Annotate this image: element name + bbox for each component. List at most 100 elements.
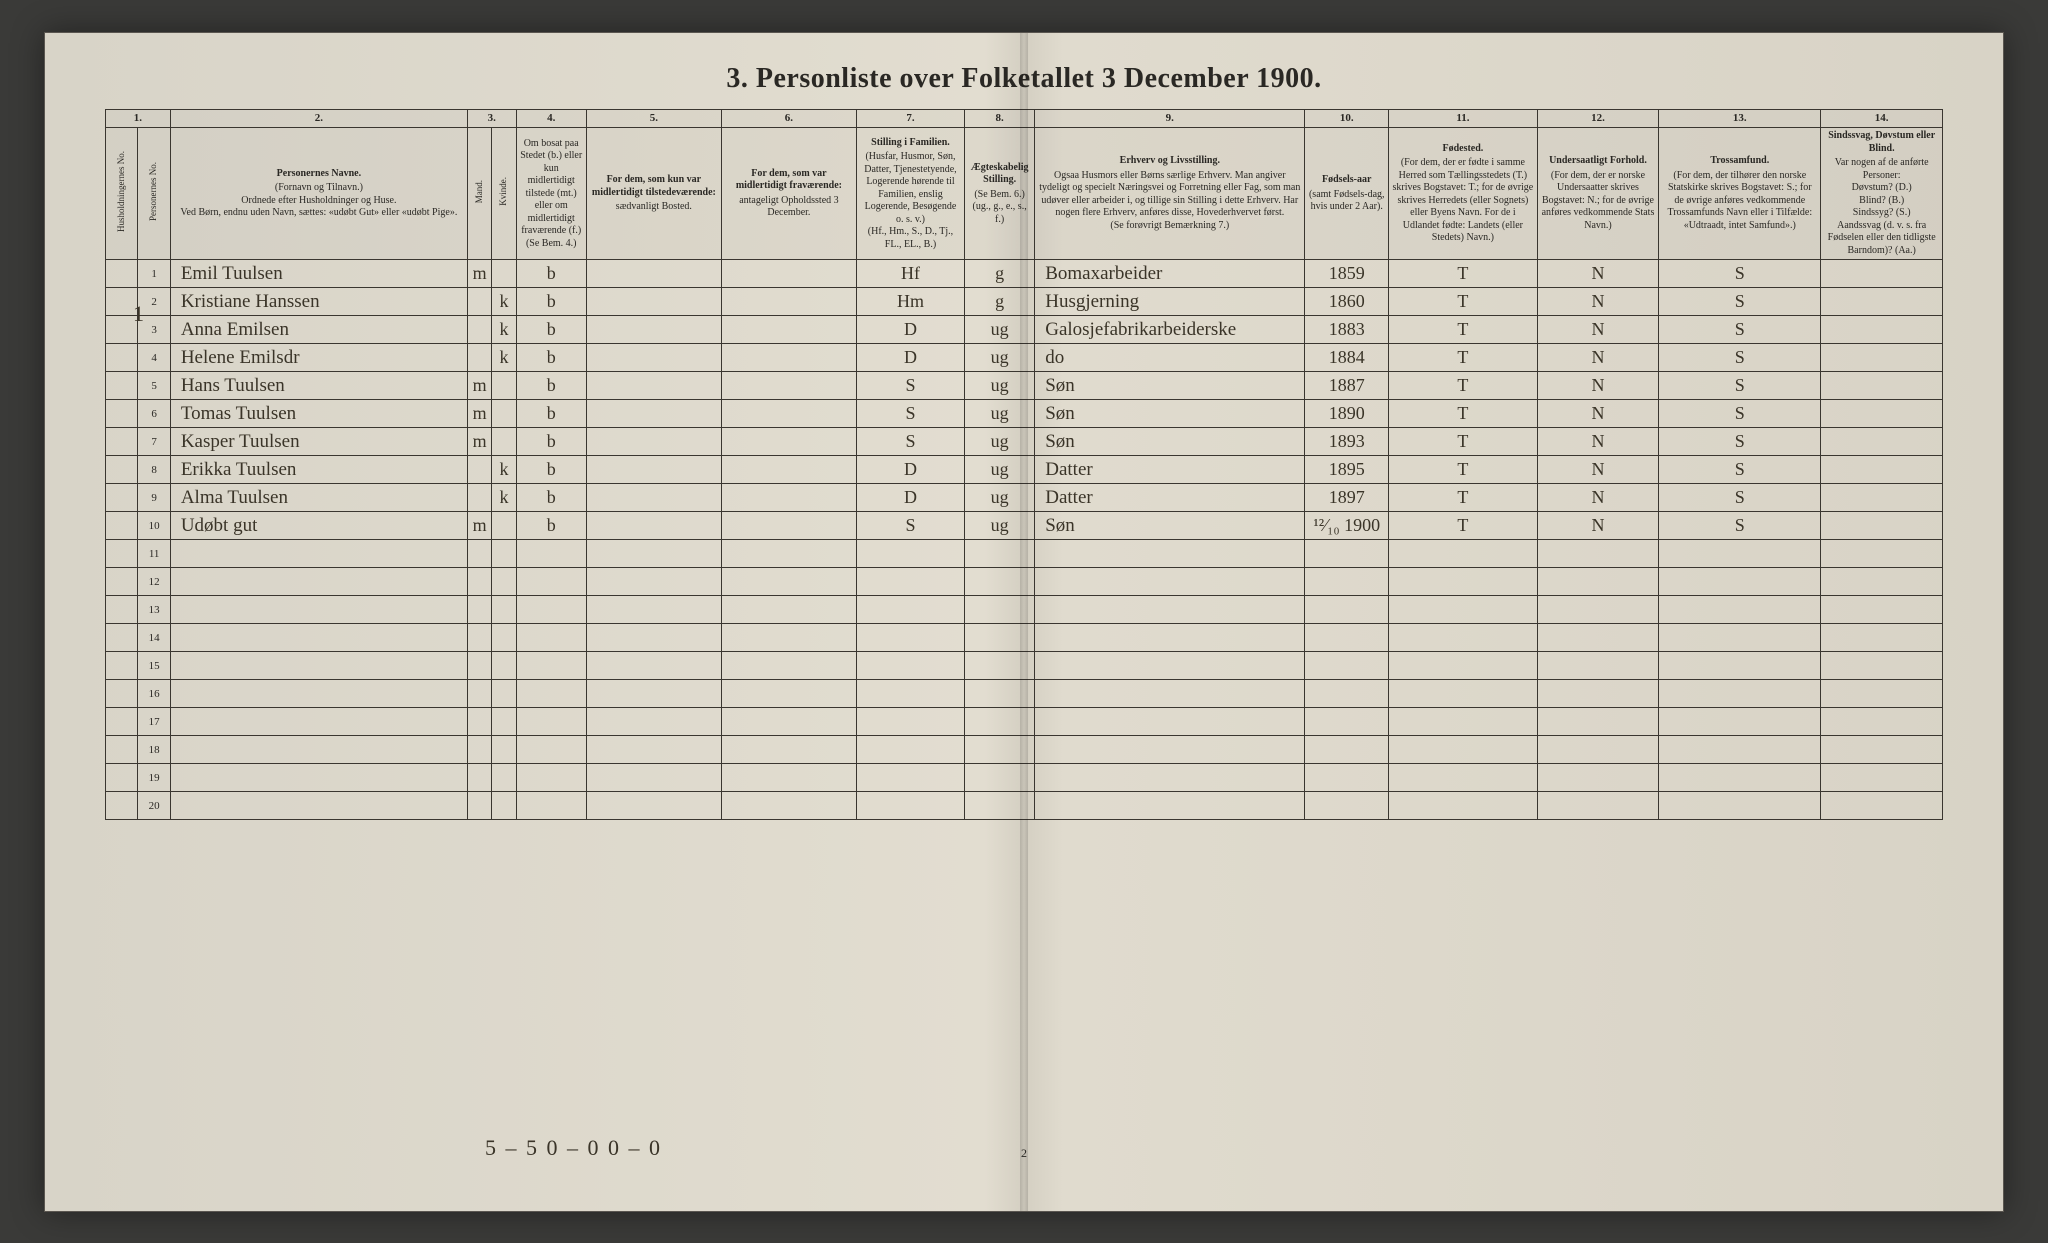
cell: N — [1537, 428, 1659, 456]
cell: 18 — [138, 736, 170, 764]
cell — [1821, 456, 1943, 484]
cell — [106, 652, 138, 680]
cell — [106, 344, 138, 372]
cell: 20 — [138, 792, 170, 820]
cell: m — [467, 260, 491, 288]
column-number: 6. — [721, 109, 856, 128]
header-person-no: Personernes No. — [138, 128, 170, 260]
cell: 16 — [138, 680, 170, 708]
column-number: 7. — [856, 109, 964, 128]
cell: 19 — [138, 764, 170, 792]
cell — [467, 456, 491, 484]
cell — [1659, 708, 1821, 736]
cell — [721, 400, 856, 428]
header-sex-m: Mand. — [467, 128, 491, 260]
cell — [1035, 736, 1305, 764]
cell — [586, 372, 721, 400]
cell: Søn — [1035, 372, 1305, 400]
header-sex-k: Kvinde. — [492, 128, 516, 260]
cell — [170, 680, 467, 708]
cell — [492, 652, 516, 680]
cell — [586, 400, 721, 428]
cell — [492, 568, 516, 596]
header-family-position: Stilling i Familien.(Husfar, Husmor, Søn… — [856, 128, 964, 260]
cell — [170, 708, 467, 736]
cell — [721, 736, 856, 764]
cell — [467, 736, 491, 764]
cell — [1659, 568, 1821, 596]
cell: k — [492, 456, 516, 484]
cell: 17 — [138, 708, 170, 736]
cell — [721, 764, 856, 792]
cell: N — [1537, 372, 1659, 400]
cell — [1821, 372, 1943, 400]
cell — [856, 736, 964, 764]
cell — [1389, 596, 1538, 624]
cell — [721, 484, 856, 512]
cell — [1537, 736, 1659, 764]
page-number: 2 — [1021, 1146, 1027, 1161]
cell — [492, 680, 516, 708]
cell: b — [516, 288, 586, 316]
cell: T — [1389, 456, 1538, 484]
cell — [1537, 680, 1659, 708]
cell: D — [856, 316, 964, 344]
cell — [1659, 652, 1821, 680]
cell: Kasper Tuulsen — [170, 428, 467, 456]
cell: b — [516, 372, 586, 400]
cell: N — [1537, 512, 1659, 540]
cell: 12 — [138, 568, 170, 596]
cell — [1821, 652, 1943, 680]
column-number: 13. — [1659, 109, 1821, 128]
cell — [1821, 428, 1943, 456]
cell: k — [492, 288, 516, 316]
column-number: 14. — [1821, 109, 1943, 128]
cell — [106, 400, 138, 428]
cell: N — [1537, 288, 1659, 316]
cell — [721, 316, 856, 344]
cell: b — [516, 484, 586, 512]
cell: Hm — [856, 288, 964, 316]
cell — [1305, 736, 1389, 764]
cell: S — [1659, 400, 1821, 428]
cell — [1537, 792, 1659, 820]
cell: k — [492, 316, 516, 344]
header-occupation: Erhverv og Livsstilling.Ogsaa Husmors el… — [1035, 128, 1305, 260]
cell: 1 — [138, 260, 170, 288]
cell — [1659, 680, 1821, 708]
cell — [467, 484, 491, 512]
cell: 6 — [138, 400, 170, 428]
cell — [492, 708, 516, 736]
cell: Kristiane Hanssen — [170, 288, 467, 316]
header-household-no: Husholdningernes No. — [106, 128, 138, 260]
cell — [1821, 540, 1943, 568]
cell: Alma Tuulsen — [170, 484, 467, 512]
column-number: 5. — [586, 109, 721, 128]
cell: b — [516, 456, 586, 484]
cell — [106, 540, 138, 568]
cell — [1035, 596, 1305, 624]
cell — [170, 568, 467, 596]
cell — [492, 512, 516, 540]
cell — [1389, 624, 1538, 652]
cell — [467, 680, 491, 708]
cell — [586, 568, 721, 596]
cell — [170, 652, 467, 680]
cell: 1859 — [1305, 260, 1389, 288]
cell — [106, 624, 138, 652]
cell — [586, 652, 721, 680]
cell: N — [1537, 316, 1659, 344]
cell — [721, 596, 856, 624]
cell — [1035, 764, 1305, 792]
cell — [1305, 624, 1389, 652]
cell: N — [1537, 400, 1659, 428]
header-religion: Trossamfund.(For dem, der tilhører den n… — [1659, 128, 1821, 260]
cell — [1389, 708, 1538, 736]
cell — [1659, 736, 1821, 764]
cell — [467, 596, 491, 624]
cell — [1389, 736, 1538, 764]
cell — [856, 764, 964, 792]
cell — [1305, 652, 1389, 680]
cell — [856, 680, 964, 708]
cell — [1537, 596, 1659, 624]
